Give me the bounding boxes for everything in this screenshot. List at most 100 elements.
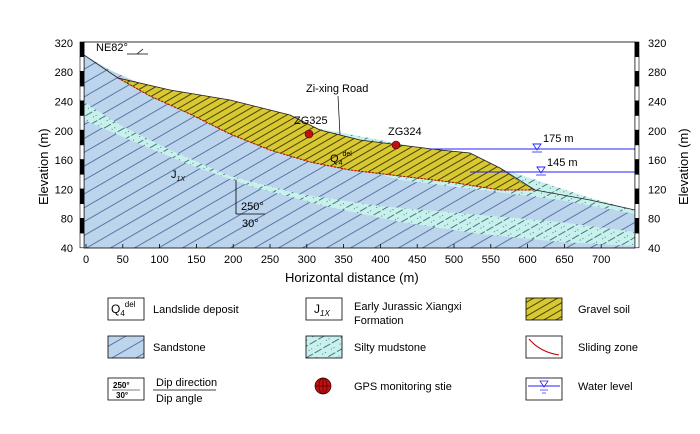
scale-bar-segment [634,144,640,160]
x-tick-label: 250 [261,254,279,266]
scale-bar-segment [79,174,85,190]
scale-bar-segment [634,129,640,146]
ground-surface [84,54,635,211]
scale-bar-segment [79,218,85,234]
legend-gravel-soil: Gravel soil [578,304,630,316]
orientation-label: NE82° [96,42,128,54]
scale-bar-segment [634,100,640,116]
water-level-symbol-2 [536,166,546,176]
legend-deposit-symbol: Q4del [111,300,136,318]
y-tick-label-right: 80 [648,214,660,226]
scale-bar-segment [79,71,85,87]
legend-formation-symbol: J1X [314,302,330,318]
y-tick-label-right: 320 [648,38,666,50]
scale-bar-segment [634,56,640,72]
y-tick-label-left: 40 [61,243,73,255]
y-tick-label-right: 40 [648,243,660,255]
x-tick-label: 350 [334,254,352,266]
scale-bar-segment [79,232,85,249]
y-tick-label-left: 160 [55,155,73,167]
scale-bar-segment [634,115,640,131]
scale-bar-segment [79,100,85,116]
right-scale-bar [634,41,640,249]
x-axis-label: Horizontal distance (m) [285,270,419,285]
dip-symbol [235,180,265,215]
y-tick-label-left: 200 [55,126,73,138]
scale-bar-segment [634,232,640,249]
water-level-175-label: 175 m [543,133,574,145]
scale-bar-segment [79,144,85,160]
orientation-arrow-icon [127,48,148,55]
dip-angle-value: 30° [242,218,259,230]
x-tick-label: 400 [371,254,389,266]
y-tick-label-right: 240 [648,97,666,109]
legend-formation-line2: Formation [354,315,404,327]
road-label: Zi-xing Road [306,83,368,95]
x-tick-label: 600 [518,254,536,266]
y-tick-label-left: 240 [55,97,73,109]
scale-bar-segment [79,129,85,146]
scale-bar-segment [634,218,640,234]
x-tick-label: 650 [555,254,573,266]
scale-bar-segment [634,174,640,190]
y-axis-left-ticks: 40 80 120 160 200 240 280 320 [55,38,73,255]
legend-water-level: Water level [578,381,633,393]
legend-gps-site: GPS monitoring stie [354,381,452,393]
y-tick-label-right: 200 [648,126,666,138]
gps-site-zg324 [391,140,401,150]
legend-silty-mudstone: Silty mudstone [354,342,426,354]
gps-site-zg325 [304,129,314,139]
x-tick-label: 300 [298,254,316,266]
scale-bar-segment [79,85,85,102]
legend-dip-direction: Dip direction [156,377,217,389]
y-axis-left-label: Elevation (m) [36,128,51,205]
sliding-zone-line [117,77,535,191]
x-tick-label: 200 [224,254,242,266]
y-axis-right-label: Elevation (m) [676,128,691,205]
x-tick-label: 0 [83,254,89,266]
x-tick-label: 100 [150,254,168,266]
y-tick-label-left: 280 [55,67,73,79]
deposit-label: Q4del [330,151,352,167]
legend-formation-line1: Early Jurassic Xiangxi [354,301,462,313]
dip-direction-value: 250° [241,201,264,213]
x-tick-label: 550 [482,254,500,266]
scale-bar-segment [79,56,85,72]
water-level-symbol-1 [532,143,542,153]
y-tick-label-right: 280 [648,67,666,79]
x-tick-label: 50 [117,254,129,266]
sandstone-band-1 [84,70,635,232]
scale-bar-segment [634,85,640,102]
sandstone-band-2 [84,120,635,248]
x-tick-label: 500 [445,254,463,266]
scale-bar-segment [79,159,85,175]
x-tick-label: 150 [187,254,205,266]
formation-label: J1X [171,169,185,183]
y-tick-label-left: 320 [55,38,73,50]
y-axis-right-ticks: 40 80 120 160 200 240 280 320 [648,38,666,255]
y-tick-label-right: 120 [648,184,666,196]
legend-dip-direction-symbol: 250° [113,381,130,390]
scale-bar-segment [634,188,640,204]
y-tick-label-left: 80 [61,214,73,226]
scale-bar-segment [634,159,640,175]
y-tick-label-right: 160 [648,155,666,167]
scale-bar-segment [634,203,640,219]
legend-dip-angle: Dip angle [156,393,202,405]
legend-sandstone: Sandstone [153,342,206,354]
scale-bar-segment [79,188,85,204]
left-scale-bar [79,41,85,249]
legend-sliding-zone: Sliding zone [578,342,638,354]
water-level-145-label: 145 m [547,157,578,169]
legend-dip-angle-symbol: 30° [116,391,128,400]
x-tick-label: 450 [408,254,426,266]
x-tick-label: 700 [592,254,610,266]
scale-bar-segment [79,41,85,57]
scale-bar-segment [634,71,640,87]
legend-landslide-deposit: Landslide deposit [153,304,239,316]
y-tick-label-left: 120 [55,184,73,196]
gps-label-zg325: ZG325 [294,115,328,127]
x-axis-ticks: 0 50 100 150 200 250 300 350 400 450 500 550 600 650 7… [83,244,610,266]
scale-bar-segment [634,41,640,57]
